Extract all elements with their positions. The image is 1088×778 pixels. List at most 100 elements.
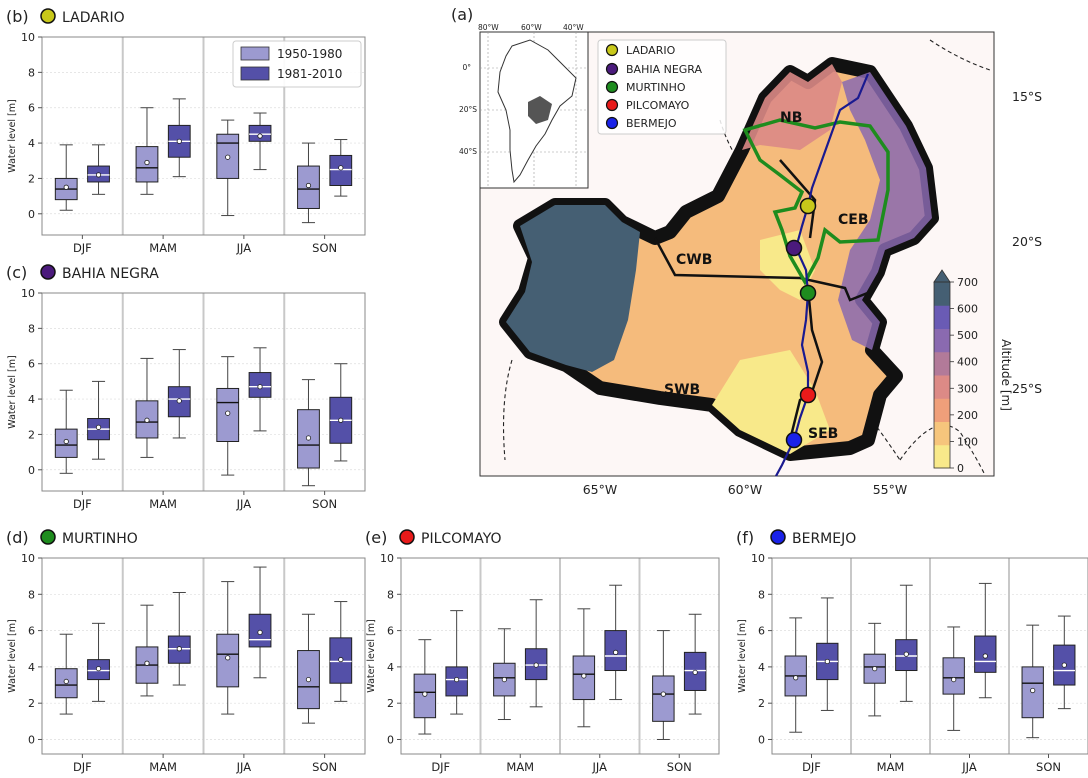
- lon-label-65w: 65°W: [583, 482, 618, 497]
- map-legend-marker-bahia-negra: [605, 62, 619, 76]
- series-1950-1980: [784, 617, 1044, 739]
- mean-marker: [144, 159, 150, 166]
- mean-marker: [225, 655, 231, 661]
- station-title: MURTINHO: [62, 531, 138, 547]
- colorbar-tick-label: 200: [957, 409, 978, 422]
- box: [216, 633, 240, 688]
- mean-marker: [1061, 662, 1067, 668]
- inset-map: 80°W 60°W 40°W 0° 20°S 40°S: [459, 23, 589, 189]
- colorbar-segment: [934, 375, 950, 399]
- x-tick-label-jja: JJA: [592, 760, 608, 774]
- y-tick-label: 10: [21, 552, 35, 565]
- series-1950-1980: [54, 107, 320, 224]
- colorbar-segment: [934, 328, 950, 353]
- y-tick-label: 6: [28, 358, 35, 371]
- series-1950-1980: [54, 356, 320, 487]
- mean-marker: [533, 662, 539, 668]
- x-tick-label-djf: DJF: [73, 497, 92, 511]
- box: [652, 675, 675, 722]
- mean-marker: [257, 384, 263, 390]
- boxplot-panel-ladario: 0 2 4 6 8 10 Water level [m] DJF MAM JJA SON (b) LAD…: [6, 7, 366, 255]
- inset-lon-label-60w: 60°W: [521, 23, 542, 32]
- station-marker-bermejo: [785, 431, 803, 449]
- legend-label: 1950-1980: [277, 47, 342, 61]
- colorbar-tick-label: 100: [957, 435, 978, 448]
- x-tick-label-djf: DJF: [73, 241, 92, 255]
- station-title: BAHIA NEGRA: [62, 266, 159, 282]
- colorbar-tick-label: 400: [957, 356, 978, 369]
- inset-basin: [528, 96, 552, 124]
- map-panel-letter: (a): [451, 5, 473, 24]
- y-tick-label: 10: [21, 287, 35, 300]
- legend-swatch: [240, 66, 270, 81]
- mean-marker: [225, 154, 231, 160]
- series-1981-2010: [87, 566, 353, 702]
- region-labels: NB CEB CWB SWB SEB: [664, 110, 869, 442]
- x-tick-label-djf: DJF: [431, 760, 450, 774]
- box: [329, 154, 353, 186]
- mean-marker: [338, 657, 344, 663]
- x-tick-label-djf: DJF: [802, 760, 821, 774]
- y-tick-label: 2: [758, 697, 765, 710]
- lat-label-15s: 15°S: [1012, 89, 1042, 104]
- mean-marker: [338, 417, 344, 423]
- map-legend-marker-ladario: [605, 43, 619, 57]
- y-tick-label: 4: [28, 393, 35, 406]
- y-tick-label: 10: [751, 552, 765, 565]
- y-tick-label: 0: [28, 464, 35, 477]
- y-tick-label: 4: [758, 661, 765, 674]
- mean-marker: [305, 435, 312, 441]
- x-tick-label-son: SON: [1036, 760, 1061, 774]
- mean-marker: [95, 424, 102, 430]
- box: [942, 657, 965, 695]
- lon-label-55w: 55°W: [873, 482, 908, 497]
- plot-frame: [771, 557, 1088, 755]
- y-tick-label: 8: [758, 588, 765, 601]
- southern-lowland: [712, 350, 830, 454]
- station-marker-ladario: [799, 197, 817, 215]
- panel-letter: (d): [6, 528, 29, 547]
- y-tick-label: 2: [387, 697, 394, 710]
- x-tick-label-mam: MAM: [877, 760, 905, 774]
- colorbar-segment: [934, 282, 950, 306]
- inset-lon-label-40w: 40°W: [563, 23, 584, 32]
- boxplot-panel-pilcomayo: 0 2 4 6 8 10 Water level [m] DJF MAM JJA SON (e) PIL…: [365, 528, 720, 774]
- plot-frame: [41, 557, 366, 755]
- mean-marker: [951, 676, 957, 683]
- mean-marker: [95, 172, 102, 178]
- lat-label-25s: 25°S: [1012, 381, 1042, 396]
- series-1950-1980: [54, 581, 320, 724]
- colorbar-segment: [934, 305, 950, 329]
- station-color-dot: [399, 529, 415, 545]
- mean-marker: [872, 666, 878, 672]
- region-label-ceb: CEB: [838, 212, 869, 228]
- mean-marker: [63, 184, 69, 190]
- y-tick-label: 6: [387, 625, 394, 638]
- map-legend-box: [597, 39, 727, 135]
- station-color-dot: [40, 264, 56, 280]
- series-1981-2010: [87, 98, 353, 197]
- mean-marker: [454, 676, 460, 683]
- colorbar-segment: [934, 444, 950, 469]
- mean-marker: [144, 660, 150, 666]
- plot-frame: [400, 557, 720, 755]
- x-tick-label-mam: MAM: [149, 497, 177, 511]
- y-tick-label: 0: [28, 733, 35, 746]
- station-color-dot: [40, 8, 56, 24]
- y-tick-label: 4: [28, 661, 35, 674]
- station-title: BERMEJO: [792, 531, 856, 547]
- mean-marker: [95, 666, 102, 672]
- mean-marker: [1030, 687, 1036, 694]
- boxplot-panel-bahia-negra: 0 2 4 6 8 10 Water level [m] DJF MAM JJA SON (c) BAH…: [6, 263, 366, 511]
- y-tick-label: 4: [387, 661, 394, 674]
- x-tick-label-mam: MAM: [149, 241, 177, 255]
- x-tick-label-son: SON: [312, 497, 337, 511]
- map-panel: (a) NB CEB CWB: [451, 5, 1042, 497]
- y-tick-label: 2: [28, 697, 35, 710]
- y-tick-label: 8: [387, 588, 394, 601]
- y-axis-label: Water level [m]: [366, 619, 377, 692]
- mean-marker: [176, 138, 182, 144]
- mean-marker: [824, 658, 830, 665]
- station-color-dot: [770, 529, 786, 545]
- y-tick-label: 4: [28, 137, 35, 150]
